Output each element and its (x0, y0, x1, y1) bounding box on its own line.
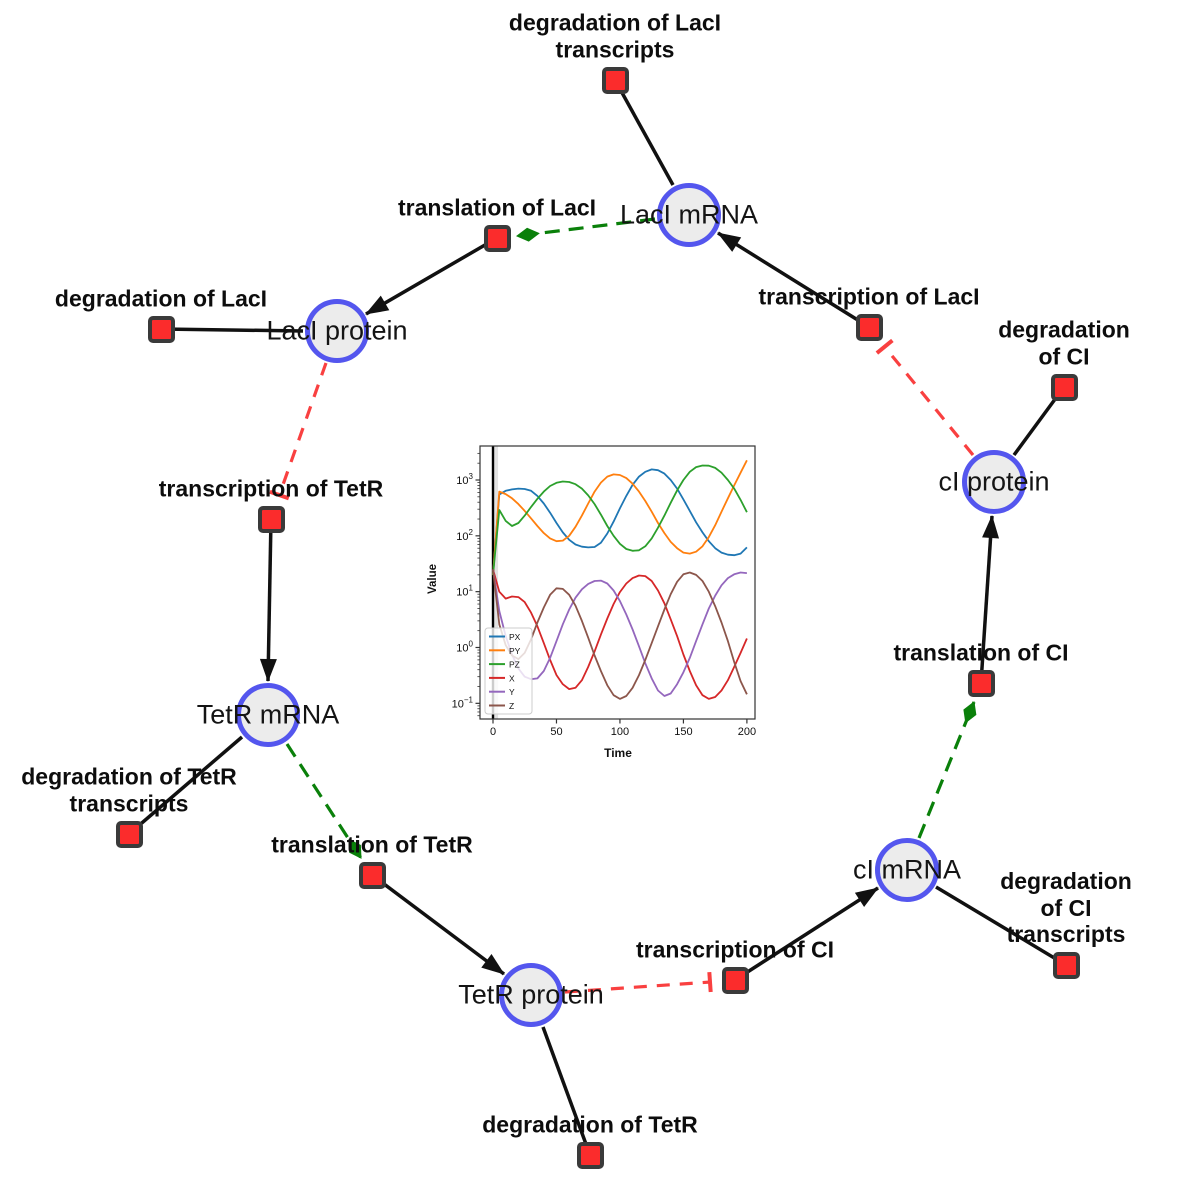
reaction-node-translation_tetr[interactable] (358, 861, 386, 889)
reaction-label-translation_laci: translation of LacI (397, 194, 597, 221)
species-node-tetr_mrna[interactable] (236, 683, 300, 747)
reaction-node-deg_ci_transcripts[interactable] (1052, 951, 1080, 979)
x-tick-label: 200 (738, 726, 756, 738)
species-label-tetr_protein: TetR protein (458, 979, 604, 1010)
y-tick-label: 101 (456, 584, 473, 599)
edge-production-translation_tetr-tetr_protein (370, 873, 506, 976)
curve-PX (492, 468, 748, 575)
reaction-label-deg_tetr: degradation of TetR (482, 1111, 698, 1138)
reaction-node-translation_ci[interactable] (967, 669, 995, 697)
legend-label-PY: PY (509, 646, 521, 656)
inset-plot-svg: 0 50 100 150 200 103 102 101 100 10−1 Time Value PX P… (427, 445, 756, 760)
species-label-ci_protein: cI protein (938, 466, 1050, 497)
edge-consumption-tetr_protein-deg_tetr (541, 1026, 592, 1156)
reaction-label-transcription_ci: transcription of CI (635, 936, 835, 963)
curve-PZ (492, 464, 748, 575)
reaction-label-deg_ci_transcripts: degradation of CI transcripts (1000, 867, 1132, 948)
y-tick-label: 10−1 (452, 695, 474, 710)
edge-catalysis-ci_mrna-translation_ci (917, 701, 977, 839)
species-node-ci_mrna[interactable] (875, 838, 939, 902)
reaction-node-deg_laci_transcripts[interactable] (601, 66, 629, 94)
x-tick-label: 150 (674, 726, 692, 738)
x-tick-label: 100 (611, 726, 629, 738)
species-label-ci_mrna: cI mRNA (853, 854, 961, 885)
reaction-label-transcription_tetr: transcription of TetR (158, 475, 384, 502)
edge-consumption-laci_protein-deg_laci (160, 327, 304, 333)
edge-production-translation_laci-laci_protein (365, 236, 498, 316)
reaction-label-deg_laci: degradation of LacI (54, 285, 268, 312)
curve-Y (492, 569, 747, 697)
edge-inhibition-tetr_protein-transcription_ci (564, 971, 713, 994)
inset-plot: 0 50 100 150 200 103 102 101 100 10−1 Time Value PX P… (425, 426, 770, 766)
edge-production-transcription_laci-laci_mrna (717, 231, 870, 329)
edge-production-transcription_tetr-tetr_mrna (259, 518, 277, 682)
x-tick-label: 0 (490, 726, 496, 738)
reaction-label-transcription_laci: transcription of LacI (758, 283, 980, 310)
edge-consumption-ci_mrna-deg_ci_transcripts (935, 885, 1067, 967)
curve-Z (492, 569, 748, 700)
species-node-tetr_protein[interactable] (499, 963, 563, 1027)
reaction-node-transcription_tetr[interactable] (257, 505, 285, 533)
legend-label-PX: PX (509, 632, 521, 642)
reaction-label-deg_tetr_transcripts: degradation of TetR transcripts (21, 763, 237, 817)
reaction-node-deg_tetr[interactable] (576, 1141, 604, 1169)
x-tick-label: 50 (550, 726, 562, 738)
reaction-label-translation_ci: translation of CI (893, 639, 1069, 666)
species-label-laci_mrna: LacI mRNA (619, 199, 759, 230)
reaction-node-transcription_ci[interactable] (721, 966, 749, 994)
legend-label-Z: Z (509, 701, 514, 711)
legend-label-PZ: PZ (509, 660, 520, 670)
reaction-label-translation_tetr: translation of TetR (271, 831, 473, 858)
edge-inhibition-ci_protein-transcription_laci (875, 338, 975, 457)
reaction-label-deg_laci_transcripts: degradation of LacI transcripts (508, 9, 722, 63)
edge-consumption-laci_mrna-deg_laci_transcripts (613, 79, 675, 186)
species-node-ci_protein[interactable] (962, 450, 1026, 514)
edge-inhibition-laci_protein-transcription_tetr (269, 362, 328, 501)
legend-label-X: X (509, 673, 515, 683)
species-node-laci_protein[interactable] (305, 299, 369, 363)
reaction-node-deg_laci[interactable] (147, 315, 175, 343)
reaction-node-translation_laci[interactable] (483, 224, 511, 252)
edge-consumption-tetr_mrna-deg_tetr_transcripts (127, 735, 244, 836)
edge-production-transcription_ci-ci_mrna (734, 886, 879, 982)
species-node-laci_mrna[interactable] (657, 183, 721, 247)
curve-X (492, 569, 748, 700)
species-label-laci_protein: LacI protein (266, 315, 408, 346)
y-tick-label: 103 (456, 472, 473, 487)
edge-production-translation_ci-ci_protein (979, 515, 1000, 684)
curve-PY (492, 459, 748, 575)
reaction-node-deg_tetr_transcripts[interactable] (115, 820, 143, 848)
y-axis-title: Value (427, 564, 439, 594)
legend-label-Y: Y (509, 687, 515, 697)
species-label-tetr_mrna: TetR mRNA (196, 699, 340, 730)
reaction-node-transcription_laci[interactable] (855, 313, 883, 341)
reaction-label-deg_ci: degradation of CI (998, 316, 1130, 370)
y-tick-label: 100 (456, 639, 473, 654)
axes-frame (479, 445, 756, 720)
x-axis-title: Time (604, 746, 632, 760)
y-tick-label: 102 (456, 528, 473, 543)
reaction-node-deg_ci[interactable] (1050, 373, 1078, 401)
